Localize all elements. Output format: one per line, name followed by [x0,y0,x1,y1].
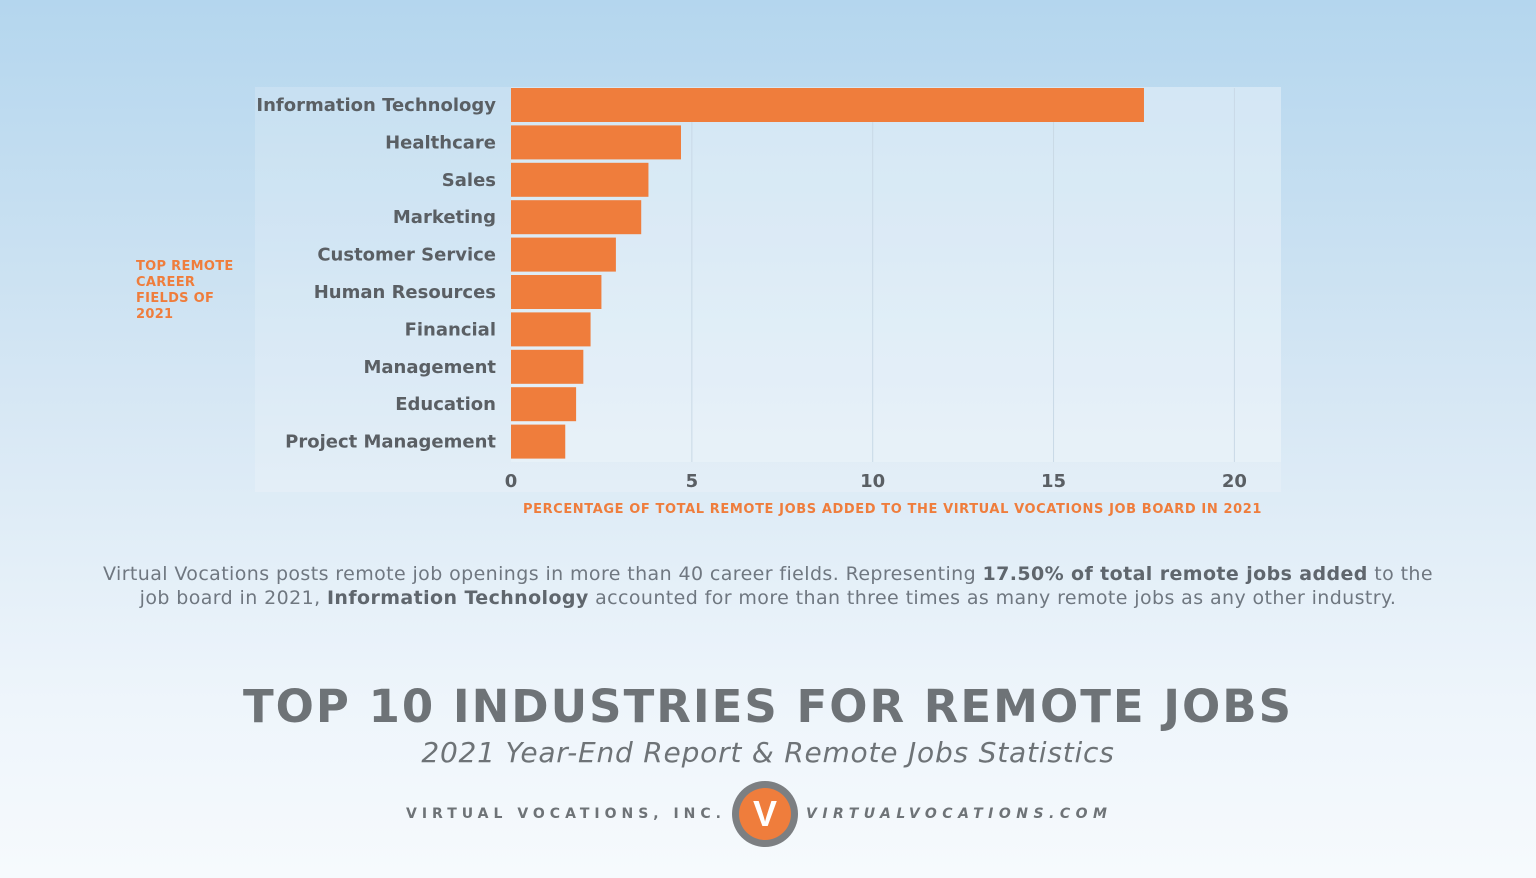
bar-marketing [511,200,642,235]
category-label: Information Technology [256,95,496,116]
x-tick-label: 0 [505,471,518,492]
company-name: VIRTUAL VOCATIONS, INC. [406,806,726,822]
page-subtitle: 2021 Year-End Report & Remote Jobs Stati… [421,736,1115,769]
category-label: Sales [442,170,496,191]
description-part1: Virtual Vocations posts remote job openi… [103,563,983,585]
bar-education [511,387,577,422]
bar-project-management [511,424,566,459]
description-bold-stat: 17.50% of total remote jobs added [982,563,1368,585]
virtual-vocations-logo: V [732,781,798,847]
bar-sales [511,162,649,197]
logo-letter: V [739,788,791,840]
bar-customer-service [511,237,616,272]
y-axis-title: TOP REMOTE CAREER FIELDS OF 2021 [136,259,234,322]
x-tick-label: 5 [686,471,699,492]
page-title: TOP 10 INDUSTRIES FOR REMOTE JOBS [242,680,1294,733]
category-label: Customer Service [317,245,496,266]
category-label: Management [364,357,497,378]
bar-chart: Information Technology Healthcare Sales Mar… [256,88,1247,492]
chart-panel [255,87,1281,492]
description-text: Virtual Vocations posts remote job openi… [100,562,1436,610]
x-tick-label: 20 [1222,471,1247,492]
x-tick-label: 15 [1041,471,1066,492]
description-part2: to the job board in 2021, [139,563,1433,609]
category-label: Human Resources [314,282,496,303]
category-label: Education [395,394,496,415]
bar-healthcare [511,125,681,160]
bar-management [511,349,584,384]
website-link[interactable]: VIRTUALVOCATIONS.COM [806,806,1113,822]
category-label: Healthcare [385,132,496,153]
description-bold-industry: Information Technology [326,587,589,609]
x-tick-label: 10 [860,471,885,492]
description-part3: accounted for more than three times as m… [588,587,1397,609]
x-axis-title: PERCENTAGE OF TOTAL REMOTE JOBS ADDED TO… [522,502,1263,517]
category-label: Marketing [393,207,496,228]
bar-financial [511,312,591,347]
bar-information-technology [511,88,1144,122]
bar-human-resources [511,275,602,309]
category-label: Financial [405,319,496,340]
category-label: Project Management [285,432,496,453]
